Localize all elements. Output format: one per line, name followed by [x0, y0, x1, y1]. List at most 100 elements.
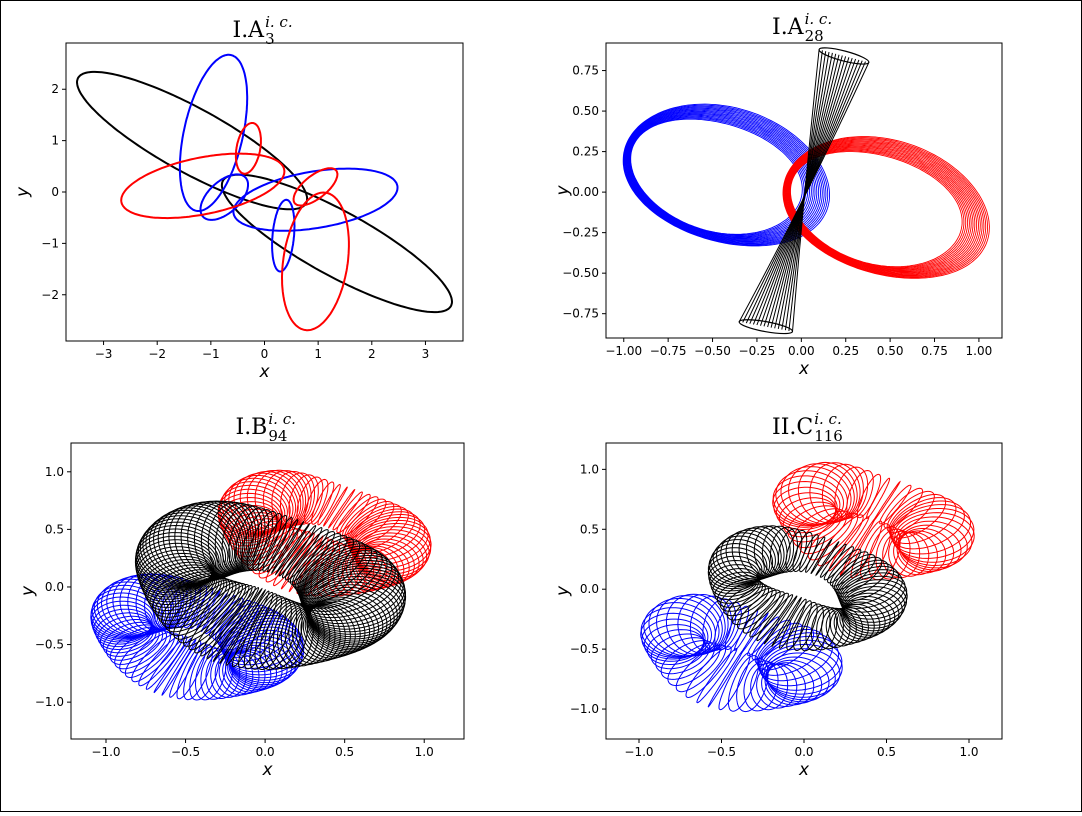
- torus-3-loop-19: [296, 541, 367, 597]
- torus-3-loop-43: [187, 500, 250, 578]
- torus-3-loop-1: [308, 586, 395, 646]
- torus-3-loop-63: [825, 607, 857, 647]
- torus-1-loop-26: [271, 471, 312, 527]
- orbit-curve-10: [292, 167, 339, 207]
- torus-3-loop-49: [153, 507, 238, 583]
- torus-2-loop-31: [667, 642, 721, 687]
- y-tick-label: −0.25: [562, 226, 599, 240]
- torus-3-loop-43: [714, 575, 761, 604]
- torus-3-loop-7: [303, 570, 407, 633]
- orbit-curve-8: [281, 191, 350, 332]
- torus-1-loop-51: [265, 531, 311, 583]
- torus-3-loop-101: [297, 604, 351, 661]
- x-tick-label: −0.25: [739, 344, 776, 358]
- plot-area: [622, 47, 990, 335]
- y-tick-label: 0.0: [580, 582, 599, 596]
- orbit-band-2-loop-6: [787, 146, 972, 271]
- torus-3-loop-13: [831, 554, 876, 591]
- torus-1-loop-10: [347, 508, 416, 555]
- torus-2-loop-49: [124, 631, 176, 679]
- torus-3-loop-14: [829, 551, 869, 587]
- torus-2-loop-51: [138, 634, 184, 687]
- x-tick-label: −2: [148, 347, 166, 361]
- torus-1-loop-29: [246, 469, 304, 531]
- torus-3-loop-28: [745, 525, 788, 577]
- torus-2-loop-33: [685, 646, 732, 699]
- chart-title-superscript: i. c.: [265, 13, 293, 31]
- torus-2-loop-39: [743, 660, 779, 712]
- torus-3-loop-63: [138, 552, 213, 598]
- orbit-band-2-loop-16: [782, 136, 990, 279]
- torus-1-loop-20: [317, 483, 341, 526]
- y-tick-label: 0.75: [572, 64, 599, 78]
- torus-1-loop-13: [865, 477, 891, 520]
- x-tick-label: 1.00: [966, 344, 993, 358]
- torus-1-loop-44: [898, 528, 955, 572]
- y-tick-label: −0.75: [562, 307, 599, 321]
- x-axis-label: x: [261, 760, 273, 780]
- torus-1-loop-11: [346, 505, 409, 551]
- torus-1-loop-35: [839, 518, 876, 576]
- torus-2-loop-34: [696, 648, 738, 704]
- torus-3-loop-22: [291, 534, 348, 588]
- torus-2-loop-42: [761, 663, 806, 708]
- torus-3-loop-51: [749, 592, 789, 638]
- torus-3-loop-22: [792, 531, 813, 573]
- hourglass-strand-16: [738, 62, 870, 323]
- x-tick-label: 0.0: [794, 745, 813, 759]
- torus-1-loop-6: [890, 500, 965, 550]
- torus-3-loop-83: [212, 587, 263, 663]
- x-tick-label: 0: [261, 347, 269, 361]
- torus-3-loop-45: [719, 580, 766, 612]
- torus-2-loop-57: [183, 644, 213, 701]
- axes-frame: [605, 42, 1003, 339]
- torus-3-loop-57: [134, 532, 220, 589]
- torus-3-loop-74: [164, 578, 234, 633]
- torus-3-loop-48: [157, 505, 240, 582]
- torus-3-loop-25: [284, 529, 329, 581]
- orbit-curve-5: [199, 173, 249, 221]
- torus-3-loop-79: [188, 584, 250, 651]
- torus-3-loop-62: [821, 607, 851, 649]
- y-tick-label: 2: [51, 82, 59, 96]
- orbit-band-1-loop-8: [626, 111, 816, 241]
- torus-1-loop-7: [889, 497, 957, 544]
- torus-2-loop-28: [127, 573, 179, 633]
- torus-3-loop-103: [302, 603, 361, 658]
- torus-2-loop-7: [757, 628, 825, 676]
- torus-1-loop-12: [873, 480, 902, 522]
- torus-3-loop-100: [295, 605, 346, 662]
- torus-1-loop-23: [296, 476, 324, 525]
- torus-3-loop-37: [228, 505, 266, 573]
- chart-title: II.C i. c.116: [772, 410, 843, 445]
- orbit-band-1-loop-4: [628, 115, 809, 237]
- torus-1-loop-31: [799, 510, 853, 555]
- torus-3-loop-55: [779, 598, 807, 649]
- torus-1-loop-33: [817, 514, 864, 567]
- torus-3-loop-28: [275, 523, 311, 576]
- torus-3-loop-25: [770, 526, 798, 574]
- y-tick-label: 0: [51, 185, 59, 199]
- chart-title-superscript: i. c.: [805, 10, 833, 28]
- torus-1-loop-11: [879, 484, 912, 525]
- x-tick-label: −1: [202, 347, 220, 361]
- torus-3-loop-40: [709, 564, 759, 594]
- torus-3-loop-4: [306, 578, 403, 640]
- torus-1-loop-22: [304, 478, 329, 525]
- torus-3-loop-66: [836, 605, 875, 642]
- torus-2-loop-10: [220, 612, 288, 658]
- torus-1-loop-30: [239, 470, 302, 531]
- torus-3-loop-48: [731, 587, 777, 625]
- orbit-curve-3: [178, 53, 249, 212]
- torus-2-loop-70: [229, 642, 293, 687]
- torus-3-loop-53: [763, 595, 798, 645]
- torus-3-loop-50: [742, 591, 785, 634]
- torus-3-loop-41: [200, 501, 254, 576]
- chart-title-main: II.C: [772, 415, 813, 440]
- torus-3-loop-51: [145, 512, 233, 584]
- torus-3-loop-38: [707, 555, 761, 590]
- torus-3-loop-90: [254, 597, 292, 670]
- torus-2-loop-40: [750, 662, 789, 711]
